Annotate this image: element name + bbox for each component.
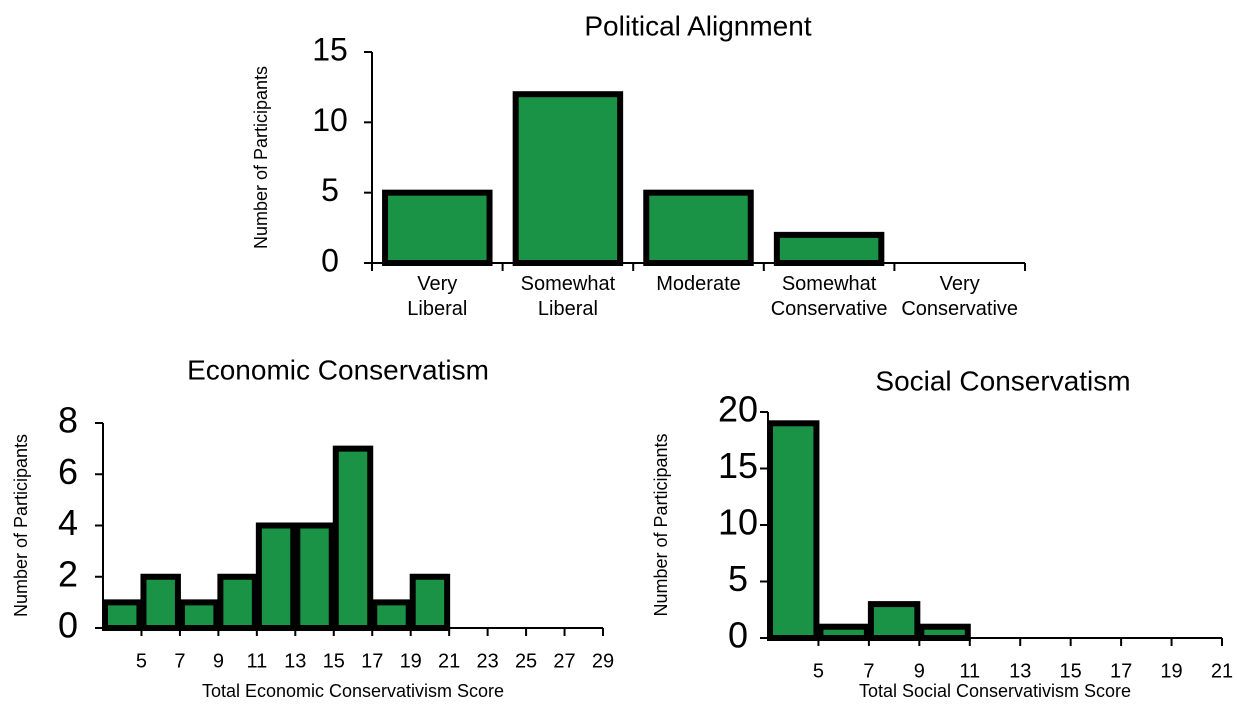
bar — [217, 573, 258, 631]
x-tick-label: 11 — [959, 660, 980, 682]
y-axis-label: Number of Participants — [251, 66, 271, 249]
x-tick-label: 11 — [246, 650, 267, 672]
y-tick-label: 5 — [321, 172, 339, 208]
label-line: Moderate — [656, 273, 741, 295]
y-tick-label: 6 — [58, 451, 78, 492]
bar — [294, 522, 335, 631]
x-tick-label: 7 — [863, 660, 874, 682]
x-tick-label: 13 — [1009, 660, 1031, 682]
bar — [409, 573, 451, 631]
x-tick-label: 21 — [1211, 660, 1233, 682]
x-tick-label: 19 — [1160, 660, 1182, 682]
bar — [767, 420, 820, 641]
bar — [102, 599, 143, 631]
y-tick-label: 15 — [718, 445, 758, 486]
bar — [382, 189, 493, 267]
chart-title: Social Conservatism — [875, 365, 1130, 396]
x-tick-label: Somewhat Liberal — [521, 273, 616, 320]
x-tick-label: 5 — [136, 650, 147, 672]
x-tick-label: Moderate — [656, 273, 741, 295]
y-tick-label: 20 — [718, 389, 758, 430]
chart-title: Political Alignment — [584, 10, 811, 41]
bar — [773, 231, 885, 267]
x-tick-label: 13 — [284, 650, 306, 672]
x-tick-label: 27 — [553, 650, 575, 672]
x-tick-label: 17 — [1110, 660, 1132, 682]
bar — [332, 445, 374, 631]
label-line: Very — [940, 273, 980, 295]
x-tick-label: 9 — [914, 660, 925, 682]
chart-title: Economic Conservatism — [187, 354, 489, 385]
x-tick-label: 29 — [592, 650, 614, 672]
bar — [178, 599, 220, 631]
label-line: Liberal — [538, 298, 598, 320]
x-tick-label: 9 — [213, 650, 224, 672]
x-tick-label: 7 — [174, 650, 185, 672]
x-tick-label: Very Liberal — [407, 273, 467, 320]
label-line: Conservative — [901, 298, 1018, 320]
label-line: Conservative — [771, 298, 888, 320]
y-tick-label: 15 — [312, 31, 348, 67]
y-tick-label: 10 — [718, 502, 758, 543]
x-tick-label: 23 — [476, 650, 498, 672]
bar — [867, 601, 921, 641]
x-tick-label: 25 — [515, 650, 537, 672]
label-line: Somewhat — [521, 273, 616, 295]
y-tick-label: 5 — [728, 558, 748, 599]
x-tick-label: 15 — [323, 650, 345, 672]
bar — [918, 623, 971, 642]
y-axis-label: Number of Participants — [651, 433, 671, 616]
y-tick-label: 8 — [58, 400, 78, 441]
y-tick-label: 0 — [58, 605, 78, 646]
bar — [371, 599, 412, 631]
bar — [643, 189, 754, 267]
y-axis-label: Number of Participants — [11, 434, 31, 617]
x-tick-label: 15 — [1060, 660, 1082, 682]
x-tick-label: 17 — [361, 650, 383, 672]
bar — [817, 623, 870, 642]
x-tick-label: 21 — [438, 650, 460, 672]
x-axis-label: Total Social Conservativism Score — [859, 681, 1131, 701]
label-line: Very — [417, 273, 457, 295]
x-tick-label: Very Conservative — [901, 273, 1018, 320]
y-tick-label: 2 — [58, 553, 78, 594]
x-tick-label: 19 — [400, 650, 422, 672]
x-tick-label: 5 — [813, 660, 824, 682]
y-tick-label: 10 — [312, 102, 348, 138]
label-line: Somewhat — [782, 273, 877, 295]
bar — [255, 522, 297, 631]
y-tick-label: 0 — [728, 615, 748, 656]
y-tick-label: 0 — [321, 242, 339, 278]
x-axis-label: Total Economic Conservativism Score — [202, 681, 504, 701]
x-tick-label: Somewhat Conservative — [771, 273, 888, 320]
y-tick-label: 4 — [58, 502, 78, 543]
bar — [512, 91, 624, 266]
label-line: Liberal — [407, 298, 467, 320]
bar — [140, 573, 181, 631]
